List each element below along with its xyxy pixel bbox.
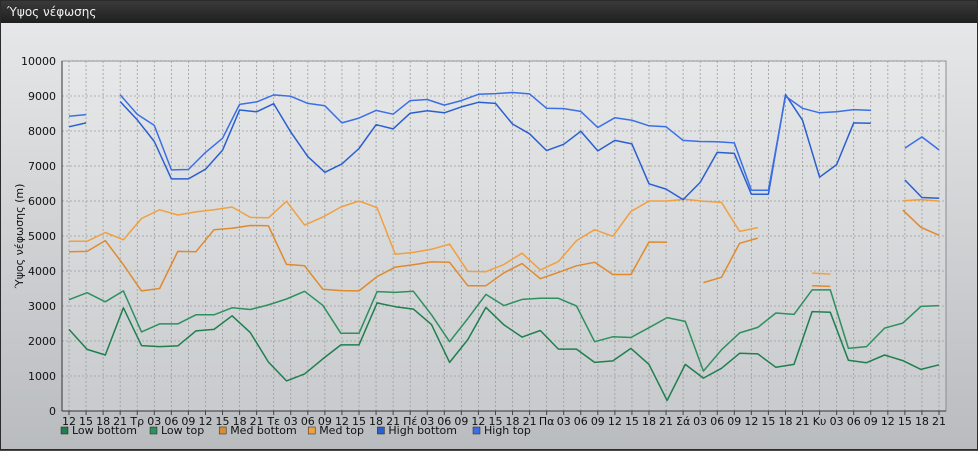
- legend-label: Med top: [319, 424, 364, 437]
- x-tick-label: 21: [113, 415, 127, 428]
- x-tick-label: 09: [181, 415, 195, 428]
- x-tick-label: 09: [864, 415, 878, 428]
- legend-label: Low bottom: [72, 424, 137, 437]
- x-tick-label: 06: [710, 415, 724, 428]
- series-line-low-bottom: [68, 302, 940, 402]
- x-tick-label: 15: [625, 415, 639, 428]
- x-tick-label: 15: [216, 415, 230, 428]
- legend-swatch: [149, 426, 158, 435]
- y-tick-label: 7000: [28, 160, 56, 173]
- x-tick-label: 21: [659, 415, 673, 428]
- y-axis-label: Ύψος νέφωσης (m): [13, 184, 26, 290]
- x-tick-label: Κυ: [813, 415, 827, 428]
- series-line-med-bottom: [812, 284, 831, 288]
- x-tick-label: 06: [301, 415, 315, 428]
- window-title: Ύψος νέφωσης: [1, 1, 977, 23]
- x-tick-label: Τρ: [129, 415, 144, 428]
- x-tick-label: 18: [96, 415, 110, 428]
- legend-swatch: [472, 426, 481, 435]
- x-tick-label: 09: [454, 415, 468, 428]
- legend-swatch: [377, 426, 385, 435]
- series-line-high-bottom: [904, 179, 940, 199]
- y-tick-label: 3000: [28, 300, 56, 313]
- x-tick-label: 15: [488, 415, 502, 428]
- x-tick-label: 21: [386, 415, 400, 428]
- x-tick-label: 06: [437, 415, 451, 428]
- y-tick-label: 8000: [28, 125, 56, 138]
- x-tick-label: 15: [761, 415, 775, 428]
- x-tick-label: 21: [796, 415, 810, 428]
- x-tick-label: 21: [523, 415, 537, 428]
- x-tick-label: 18: [915, 415, 929, 428]
- legend-label: Low top: [161, 424, 204, 437]
- x-tick-label: 06: [164, 415, 178, 428]
- series-line-med-bottom: [902, 209, 940, 236]
- x-tick-label: Πα: [539, 415, 555, 428]
- legend-label: High bottom: [388, 424, 457, 437]
- series-line-high-bottom: [68, 122, 87, 128]
- x-tick-label: 18: [369, 415, 383, 428]
- x-tick-label: 03: [147, 415, 161, 428]
- x-tick-label: 09: [318, 415, 332, 428]
- y-tick-label: 2000: [28, 335, 56, 348]
- x-tick-label: 18: [506, 415, 520, 428]
- y-tick-label: 9000: [28, 90, 56, 103]
- series-line-med-top: [69, 198, 758, 273]
- x-tick-label: 03: [420, 415, 434, 428]
- x-tick-label: 03: [693, 415, 707, 428]
- x-tick-label: 03: [830, 415, 844, 428]
- x-tick-label: 15: [898, 415, 912, 428]
- series-line-high-top: [68, 113, 87, 118]
- series-line-high-top: [119, 91, 871, 191]
- x-tick-label: 21: [250, 415, 264, 428]
- y-tick-label: 6000: [28, 195, 56, 208]
- series-line-med-top: [812, 272, 831, 275]
- series-line-high-bottom: [119, 93, 871, 201]
- x-tick-label: 15: [79, 415, 93, 428]
- y-tick-label: 10000: [21, 55, 56, 68]
- series-line-med-bottom: [68, 224, 668, 292]
- x-tick-label: 03: [557, 415, 571, 428]
- x-tick-label: 06: [847, 415, 861, 428]
- series-line-med-top: [902, 198, 940, 202]
- x-tick-label: 12: [198, 415, 212, 428]
- x-tick-label: 15: [352, 415, 366, 428]
- legend-swatch: [218, 426, 227, 435]
- x-tick-label: 09: [727, 415, 741, 428]
- x-tick-label: 12: [744, 415, 758, 428]
- series-line-low-top: [68, 289, 940, 372]
- x-tick-label: 09: [591, 415, 605, 428]
- x-tick-label: 12: [471, 415, 485, 428]
- legend-label: High top: [484, 424, 531, 437]
- x-tick-label: 21: [932, 415, 946, 428]
- x-tick-label: 18: [778, 415, 792, 428]
- legend-swatch: [60, 426, 69, 435]
- x-tick-label: 12: [335, 415, 349, 428]
- x-tick-label: 03: [284, 415, 298, 428]
- x-tick-label: 18: [642, 415, 656, 428]
- series-line-med-bottom: [703, 237, 759, 284]
- y-tick-label: 5000: [28, 230, 56, 243]
- y-tick-label: 0: [49, 405, 56, 418]
- x-tick-label: 12: [608, 415, 622, 428]
- x-tick-label: Πέ: [403, 415, 417, 428]
- x-tick-label: 12: [881, 415, 895, 428]
- x-tick-label: 06: [574, 415, 588, 428]
- x-tick-label: 12: [62, 415, 76, 428]
- x-tick-label: 18: [233, 415, 247, 428]
- y-tick-label: 1000: [28, 370, 56, 383]
- legend-label: Med bottom: [230, 424, 297, 437]
- y-tick-label: 4000: [28, 265, 56, 278]
- series-line-high-top: [904, 136, 940, 151]
- x-tick-label: Σά: [676, 415, 690, 428]
- legend-swatch: [307, 426, 316, 435]
- x-tick-label: Τε: [266, 415, 280, 428]
